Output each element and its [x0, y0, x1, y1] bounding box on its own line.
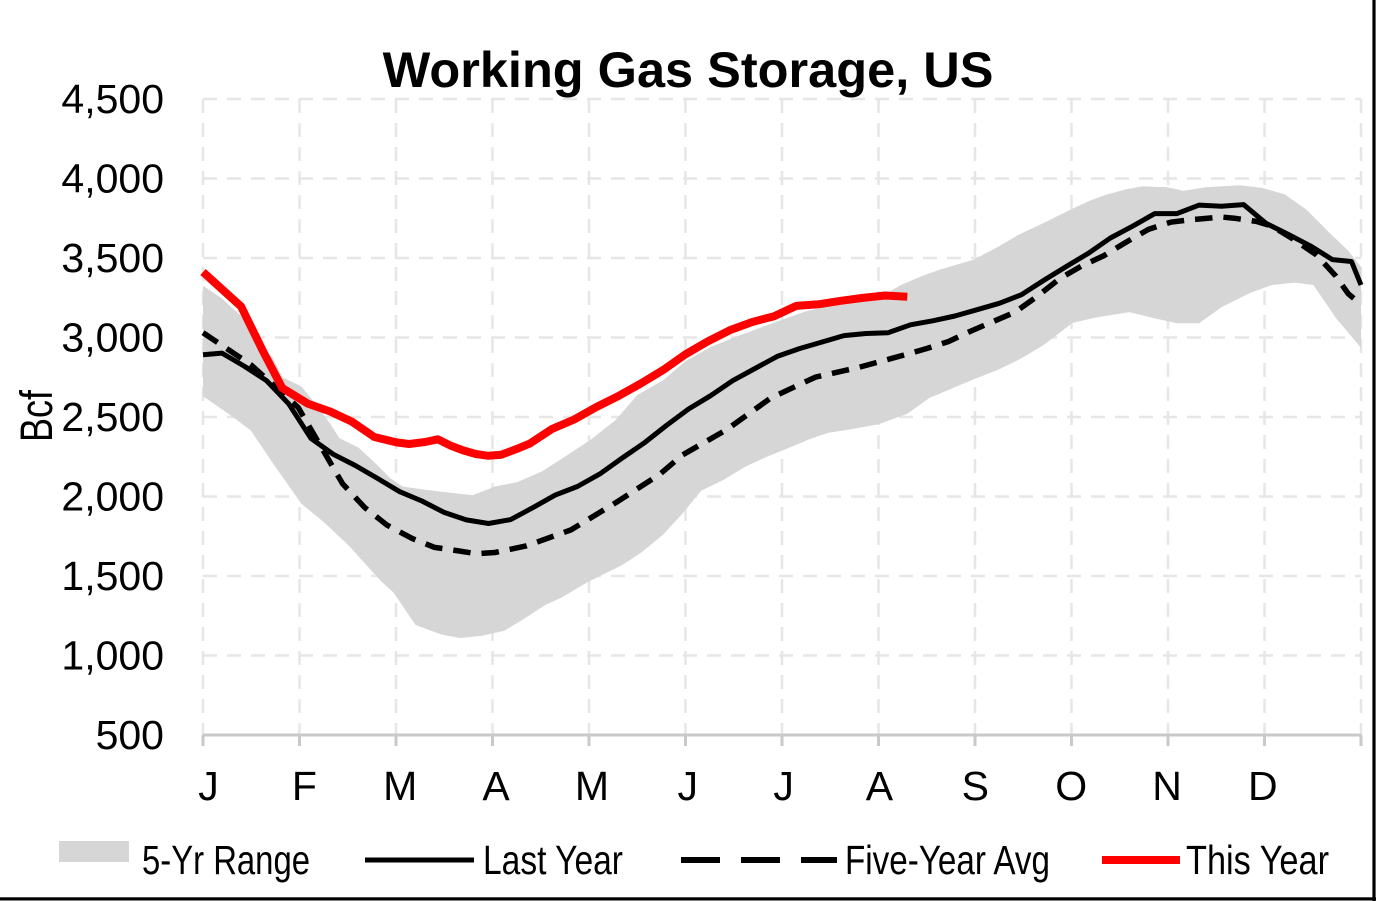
svg-text:2,500: 2,500: [61, 394, 164, 440]
svg-text:Bcf: Bcf: [11, 390, 62, 442]
svg-text:J: J: [773, 763, 794, 809]
svg-text:5-Yr Range: 5-Yr Range: [142, 837, 310, 883]
svg-text:J: J: [198, 763, 219, 809]
svg-text:N: N: [1152, 763, 1182, 809]
svg-text:J: J: [678, 763, 699, 809]
svg-text:M: M: [383, 763, 417, 809]
svg-text:F: F: [292, 763, 317, 809]
svg-text:M: M: [575, 763, 609, 809]
svg-text:A: A: [866, 763, 894, 809]
svg-text:Last Year: Last Year: [483, 837, 623, 883]
svg-text:A: A: [482, 763, 510, 809]
svg-text:S: S: [962, 763, 989, 809]
svg-text:4,500: 4,500: [61, 76, 164, 122]
svg-text:1,500: 1,500: [61, 553, 164, 599]
svg-text:Working Gas Storage, US: Working Gas Storage, US: [383, 41, 994, 98]
svg-text:3,500: 3,500: [61, 235, 164, 281]
svg-text:O: O: [1055, 763, 1087, 809]
svg-text:500: 500: [96, 712, 164, 758]
svg-text:2,000: 2,000: [61, 474, 164, 520]
svg-text:This Year: This Year: [1186, 837, 1329, 883]
svg-text:D: D: [1248, 763, 1278, 809]
svg-text:1,000: 1,000: [61, 633, 164, 679]
svg-text:Five-Year Avg: Five-Year Avg: [845, 837, 1050, 883]
svg-text:4,000: 4,000: [61, 156, 164, 202]
svg-text:3,000: 3,000: [61, 315, 164, 361]
